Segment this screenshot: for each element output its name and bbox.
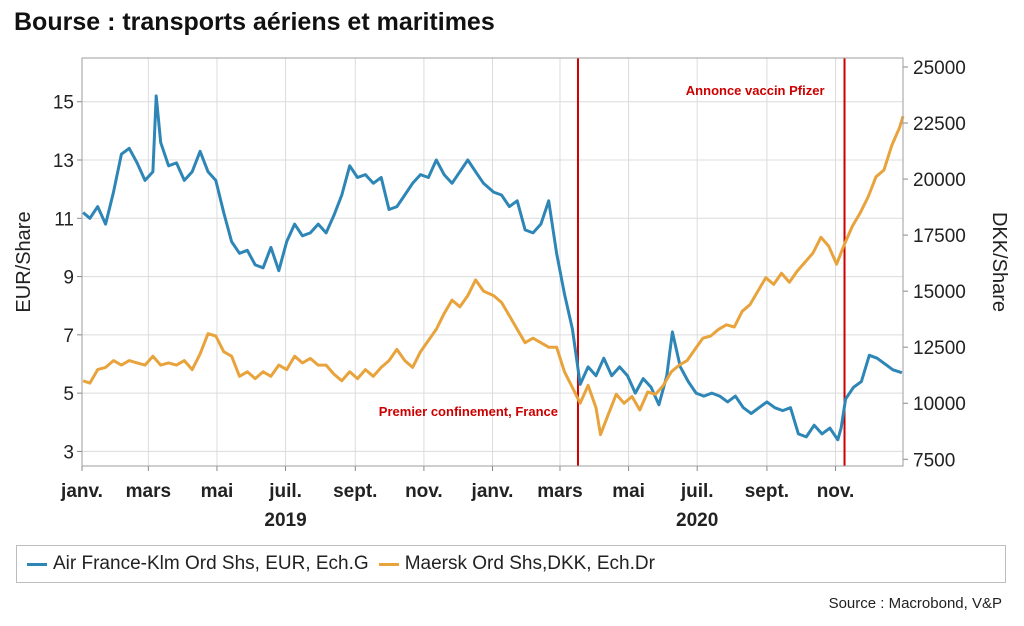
x-tick-label: janv. [471, 481, 514, 502]
x-tick-label: juil. [680, 481, 714, 502]
y-right-tick-label: 20000 [913, 170, 966, 191]
y-left-axis-label: EUR/Share [13, 211, 35, 312]
legend-label-maersk: Maersk Ord Shs,DKK, Ech.Dr [404, 553, 655, 574]
axis-layer: 3 5 7 9 11 13 15 7500 10000 12500 15000 17500 20000 2… [13, 58, 1010, 531]
y-right-tick-label: 22500 [913, 114, 966, 135]
series-line-air-france [82, 94, 903, 442]
legend-swatch-maersk [378, 562, 399, 566]
x-tick-label: juil. [268, 481, 302, 502]
y-right-tick-label: 10000 [913, 394, 966, 415]
x-year-label: 2020 [676, 510, 718, 531]
y-right-tick-label: 17500 [913, 226, 966, 247]
y-right-axis-label: DKK/Share [988, 212, 1010, 312]
series-layer [82, 94, 905, 442]
y-right-tick-label: 25000 [913, 58, 966, 79]
x-year-label: 2019 [264, 510, 306, 531]
legend-entry-maersk: Maersk Ord Shs,DKK, Ech.Dr [378, 553, 655, 575]
legend-label-air-france: Air France-Klm Ord Shs, EUR, Ech.G [53, 553, 369, 574]
y-right-tick-label: 7500 [913, 450, 955, 471]
chart-title: Bourse : transports aériens et maritimes [14, 8, 495, 36]
y-left-tick-label: 15 [53, 93, 74, 114]
x-tick-label: sept. [333, 481, 377, 502]
x-tick-label: mars [126, 481, 171, 502]
x-tick-label: nov. [405, 481, 443, 502]
line-chart: Premier confinement, France Annonce vacci… [13, 57, 1010, 531]
y-right-tick-label: 12500 [913, 338, 966, 359]
event-label: Premier confinement, France [379, 404, 558, 419]
y-left-tick-label: 11 [54, 209, 74, 230]
y-left-tick-label: 7 [63, 326, 74, 347]
legend: Air France-Klm Ord Shs, EUR, Ech.G Maers… [16, 545, 1006, 583]
y-right-tick-label: 15000 [913, 282, 966, 303]
legend-swatch-air-france [27, 562, 47, 566]
source-note: Source : Macrobond, V&P [828, 595, 1002, 612]
plot-frame [81, 57, 904, 467]
x-tick-label: mars [537, 481, 582, 502]
x-tick-label: sept. [745, 481, 789, 502]
y-left-tick-label: 5 [63, 384, 74, 405]
legend-entry-air-france: Air France-Klm Ord Shs, EUR, Ech.G [27, 553, 369, 575]
event-label: Annonce vaccin Pfizer [686, 83, 825, 98]
series-line-maersk [82, 115, 905, 437]
y-left-tick-label: 9 [63, 268, 74, 289]
x-tick-label: nov. [817, 481, 855, 502]
y-left-tick-label: 3 [63, 442, 74, 463]
x-tick-label: janv. [60, 481, 103, 502]
x-tick-label: mai [612, 481, 645, 502]
y-left-tick-label: 13 [53, 151, 74, 172]
x-tick-label: mai [201, 481, 234, 502]
